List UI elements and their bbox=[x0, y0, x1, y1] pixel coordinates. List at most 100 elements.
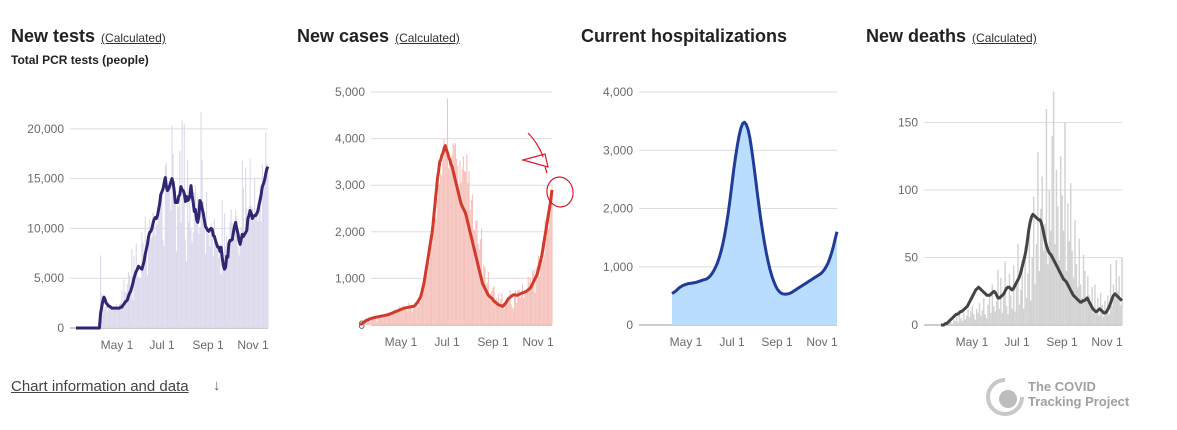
bar bbox=[1072, 277, 1075, 325]
covid-tracking-logo[interactable]: The COVID Tracking Project bbox=[986, 375, 1166, 421]
bar bbox=[404, 307, 407, 325]
x-tick-label: Nov 1 bbox=[806, 335, 838, 349]
bar bbox=[394, 309, 396, 325]
bar bbox=[386, 312, 388, 325]
y-tick-label: 150 bbox=[898, 116, 918, 130]
bar bbox=[133, 256, 135, 328]
y-tick-label: 100 bbox=[898, 183, 918, 197]
bar bbox=[546, 223, 549, 325]
bar bbox=[383, 316, 385, 325]
bar bbox=[410, 307, 412, 325]
bar bbox=[495, 297, 497, 325]
chart-subtitle: Total PCR tests (people) bbox=[11, 53, 149, 67]
y-tick-label: 10,000 bbox=[27, 221, 64, 235]
bar bbox=[401, 309, 403, 325]
bar bbox=[378, 314, 380, 325]
bar bbox=[1094, 284, 1096, 325]
bar bbox=[223, 213, 226, 328]
bar bbox=[259, 186, 261, 328]
bar bbox=[1002, 291, 1005, 325]
bar bbox=[1117, 291, 1119, 325]
calculated-link[interactable]: (Calculated) bbox=[972, 31, 1037, 45]
calculated-link[interactable]: (Calculated) bbox=[101, 31, 166, 45]
y-tick-label: 3,000 bbox=[603, 143, 633, 157]
bar bbox=[499, 305, 501, 325]
bar bbox=[973, 314, 975, 325]
bar bbox=[1000, 277, 1002, 325]
arrow-down-icon[interactable]: ↓ bbox=[213, 377, 221, 394]
bar bbox=[247, 222, 249, 328]
bar bbox=[381, 316, 383, 325]
bar bbox=[108, 308, 111, 328]
bar bbox=[468, 171, 470, 325]
chart-info-link[interactable]: Chart information and data bbox=[11, 378, 189, 395]
bar bbox=[424, 283, 426, 325]
y-tick-label: 0 bbox=[911, 318, 918, 332]
bar bbox=[953, 319, 955, 325]
bar bbox=[471, 194, 474, 325]
bar bbox=[523, 297, 525, 325]
panel-title: New cases (Calculated) bbox=[297, 26, 460, 47]
bar bbox=[462, 156, 464, 325]
bar bbox=[474, 230, 476, 325]
bar bbox=[407, 310, 409, 325]
bar bbox=[1069, 183, 1072, 325]
bar bbox=[954, 320, 956, 325]
y-tick-label: 1,000 bbox=[335, 271, 365, 285]
bar bbox=[960, 318, 962, 325]
x-tick-label: Jul 1 bbox=[1004, 335, 1030, 349]
bar bbox=[239, 234, 241, 328]
bar bbox=[977, 312, 979, 325]
bar bbox=[217, 243, 219, 328]
bar bbox=[549, 214, 551, 325]
bar bbox=[951, 323, 954, 325]
bar bbox=[957, 322, 959, 325]
bar bbox=[161, 194, 163, 328]
bar bbox=[153, 220, 155, 328]
bar bbox=[1017, 244, 1019, 325]
bar bbox=[173, 192, 175, 328]
bar bbox=[1028, 230, 1031, 325]
bar bbox=[529, 277, 531, 325]
bar bbox=[143, 258, 145, 328]
y-tick-label: 2,000 bbox=[603, 202, 633, 216]
bar bbox=[1054, 244, 1056, 325]
x-tick-label: Nov 1 bbox=[237, 338, 269, 352]
bar bbox=[105, 306, 107, 328]
bar bbox=[1011, 308, 1013, 325]
bar bbox=[209, 246, 211, 328]
bar bbox=[260, 221, 262, 328]
bar bbox=[230, 209, 232, 328]
bar bbox=[516, 302, 518, 325]
bar bbox=[534, 292, 536, 325]
bar bbox=[228, 247, 230, 328]
bar bbox=[450, 158, 452, 325]
bar bbox=[521, 283, 524, 325]
bar bbox=[204, 254, 207, 328]
bar bbox=[1068, 241, 1070, 325]
bar bbox=[267, 167, 269, 328]
bar bbox=[1012, 265, 1015, 325]
bar bbox=[188, 222, 190, 328]
bar bbox=[498, 293, 500, 325]
bar bbox=[121, 290, 123, 328]
bar bbox=[146, 275, 148, 328]
bar bbox=[196, 223, 198, 328]
bar bbox=[432, 235, 434, 325]
bar bbox=[373, 318, 375, 325]
bar bbox=[206, 191, 208, 328]
bar bbox=[213, 218, 215, 328]
logo-line-1: The COVID bbox=[1028, 379, 1096, 394]
bar bbox=[453, 145, 455, 325]
bar bbox=[191, 242, 193, 328]
bar bbox=[134, 271, 136, 328]
series-line bbox=[671, 120, 839, 296]
bar bbox=[237, 246, 239, 328]
bar bbox=[520, 295, 522, 325]
bar bbox=[200, 111, 202, 328]
bar bbox=[441, 175, 443, 325]
bar bbox=[145, 251, 147, 328]
bar bbox=[420, 298, 422, 325]
bar bbox=[214, 240, 217, 328]
calculated-link[interactable]: (Calculated) bbox=[395, 31, 460, 45]
